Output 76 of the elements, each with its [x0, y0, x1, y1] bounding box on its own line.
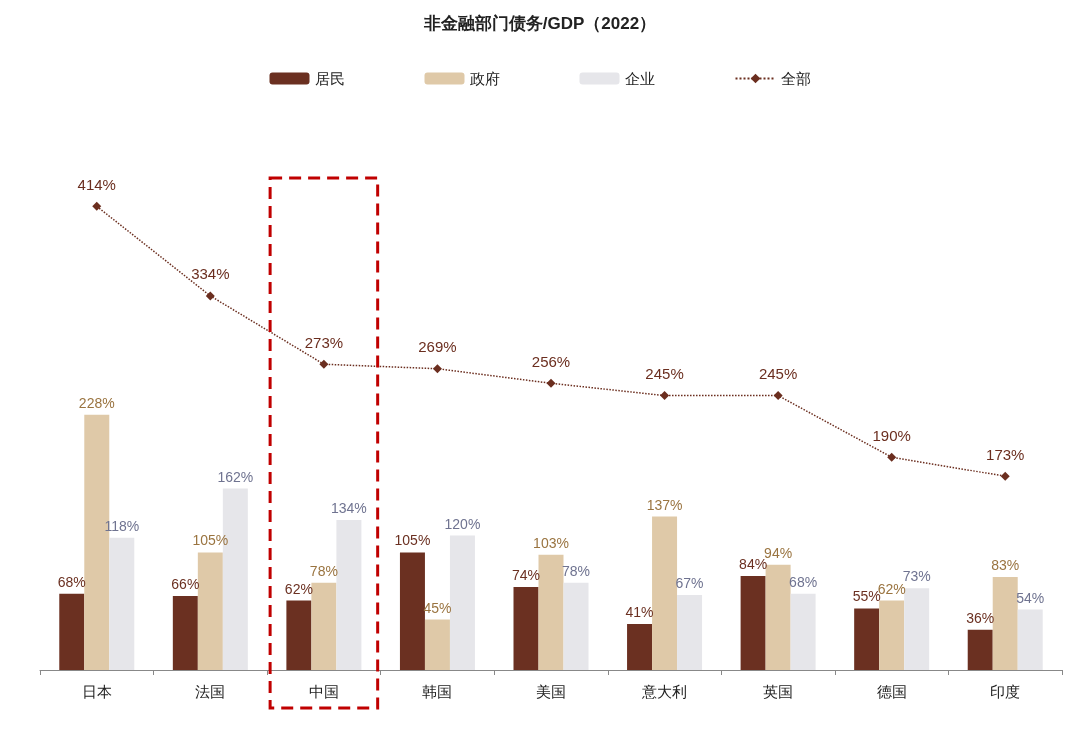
- data-label: 228%: [78, 394, 115, 411]
- bar: [109, 537, 135, 670]
- data-label: 120%: [444, 515, 481, 532]
- chart-title: 非金融部门债务/GDP（2022）: [422, 14, 657, 33]
- x-tick-label: 美国: [536, 683, 566, 700]
- bar: [1017, 609, 1043, 670]
- x-tick-label: 印度: [990, 683, 1021, 700]
- data-label: 66%: [171, 576, 200, 593]
- data-label: 137%: [646, 496, 683, 513]
- data-label: 334%: [191, 265, 230, 283]
- data-label: 41%: [625, 604, 654, 621]
- bar: [790, 593, 816, 670]
- bar: [967, 629, 993, 670]
- data-label: 134%: [330, 499, 367, 516]
- x-tick-label: 韩国: [422, 683, 453, 700]
- data-label: 173%: [986, 445, 1025, 463]
- data-label: 74%: [511, 567, 541, 584]
- data-label: 414%: [77, 175, 116, 193]
- data-label: 36%: [966, 609, 995, 626]
- data-label: 190%: [872, 426, 911, 444]
- bar: [336, 519, 362, 670]
- bar: [563, 582, 589, 670]
- bar: [424, 619, 450, 670]
- data-label: 73%: [902, 568, 931, 585]
- bar: [399, 552, 425, 670]
- point: [546, 378, 556, 388]
- bar: [513, 587, 539, 670]
- data-label: 103%: [533, 534, 569, 551]
- data-label: 68%: [57, 573, 86, 590]
- legend-label: 政府: [469, 70, 500, 87]
- point: [773, 391, 783, 401]
- data-label: 162%: [217, 468, 254, 485]
- bar: [197, 552, 223, 670]
- bar: [879, 600, 905, 670]
- x-tick-label: 中国: [308, 683, 339, 700]
- data-label: 94%: [764, 544, 793, 561]
- bar: [992, 577, 1018, 670]
- bar: [904, 588, 930, 670]
- data-label: 105%: [394, 532, 431, 549]
- bar: [286, 600, 312, 670]
- bar: [854, 608, 880, 670]
- data-label: 83%: [991, 557, 1020, 574]
- point: [205, 291, 215, 301]
- x-tick-label: 日本: [81, 683, 112, 700]
- bar: [652, 516, 678, 670]
- data-label: 78%: [309, 562, 338, 579]
- legend-label: 全部: [780, 70, 811, 87]
- data-label: 54%: [1016, 589, 1045, 606]
- bar: [59, 593, 85, 670]
- bar: [172, 596, 198, 670]
- bar: [765, 564, 791, 670]
- data-label: 105%: [192, 532, 229, 549]
- legend-label: 居民: [314, 70, 345, 87]
- point: [1000, 471, 1010, 481]
- x-tick-label: 英国: [763, 683, 794, 700]
- bar: [627, 624, 653, 670]
- data-label: 245%: [758, 365, 798, 383]
- point: [432, 364, 442, 374]
- legend-label: 企业: [624, 70, 655, 87]
- data-label: 245%: [645, 365, 684, 383]
- data-label: 62%: [284, 580, 313, 597]
- point: [319, 359, 329, 369]
- data-label: 273%: [304, 333, 344, 351]
- data-label: 269%: [418, 338, 457, 356]
- data-label: 256%: [531, 352, 571, 370]
- point: [660, 391, 670, 401]
- x-tick-label: 法国: [195, 683, 226, 700]
- x-tick-label: 意大利: [641, 683, 688, 700]
- bar: [311, 582, 337, 670]
- bar: [677, 594, 703, 670]
- bar: [740, 575, 766, 670]
- point: [887, 452, 897, 462]
- point: [92, 201, 102, 211]
- bar: [538, 554, 564, 670]
- x-tick-label: 德国: [876, 683, 907, 700]
- bar: [449, 535, 475, 670]
